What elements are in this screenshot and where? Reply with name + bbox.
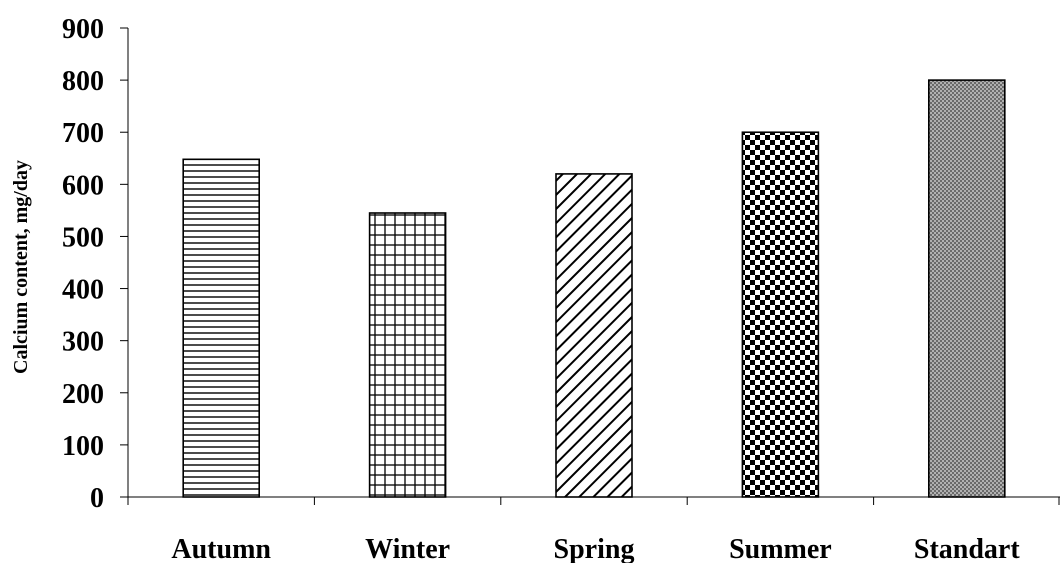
y-axis-title-group: Calcium content, mg/day [10, 160, 32, 374]
bar-autumn [182, 158, 260, 498]
y-tick-label: 0 [90, 483, 104, 514]
y-tick-label: 900 [62, 14, 104, 45]
y-axis-ticks: 0 100 200 300 400 500 600 700 800 900 [62, 14, 128, 514]
y-tick-label: 800 [62, 66, 104, 97]
y-tick-label: 200 [62, 379, 104, 410]
y-tick-label: 100 [62, 431, 104, 462]
y-tick-label: 300 [62, 327, 104, 358]
bar-winter [368, 212, 447, 498]
bar-spring [555, 173, 633, 498]
x-axis-labels: Autumn Winter Spring Summer Standart [171, 534, 1020, 563]
x-category-label: Winter [365, 534, 450, 563]
bar-summer [741, 131, 820, 498]
x-category-label: Standart [914, 534, 1020, 563]
bars [182, 79, 1006, 498]
x-category-label: Summer [729, 534, 832, 563]
y-tick-label: 500 [62, 222, 104, 253]
bar-standart [927, 79, 1006, 498]
x-category-label: Spring [554, 534, 635, 563]
y-axis-title: Calcium content, mg/day [10, 160, 32, 374]
x-category-label: Autumn [171, 534, 271, 563]
axes [127, 28, 1060, 505]
y-tick-label: 400 [62, 275, 104, 306]
y-tick-label: 600 [62, 170, 104, 201]
y-tick-label: 700 [62, 118, 104, 149]
